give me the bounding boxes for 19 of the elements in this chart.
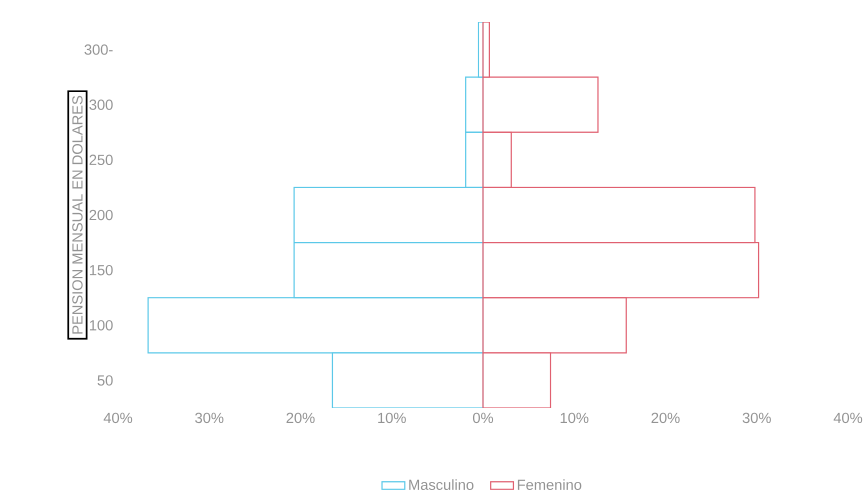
x-tick-label: 0% — [472, 412, 494, 424]
x-tick-label: 20% — [652, 412, 680, 424]
x-tick-label: 40% — [104, 412, 132, 424]
x-tick-label: 30% — [742, 412, 771, 424]
y-tick-label: 100 — [90, 320, 113, 330]
x-tick-label: 30% — [195, 412, 224, 424]
y-tick-label: 50 — [98, 375, 113, 386]
x-tick-label: 10% — [560, 412, 588, 424]
y-tick-label: 300 — [89, 100, 113, 110]
x-tick-label: 10% — [378, 412, 406, 424]
y-tick-label: 300- — [84, 44, 113, 55]
y-tick-label: 250 — [90, 154, 113, 166]
y-tick-label: 200 — [90, 210, 113, 220]
x-tick-label: 40% — [834, 412, 862, 424]
legend-label: Femenino — [518, 479, 582, 490]
y-tick-label: 150 — [90, 264, 113, 276]
y-axis-title: PENSION MENSUAL EN DOLARES — [72, 96, 83, 334]
legend-label: Masculino — [409, 479, 474, 490]
x-tick-label: 20% — [286, 412, 315, 424]
